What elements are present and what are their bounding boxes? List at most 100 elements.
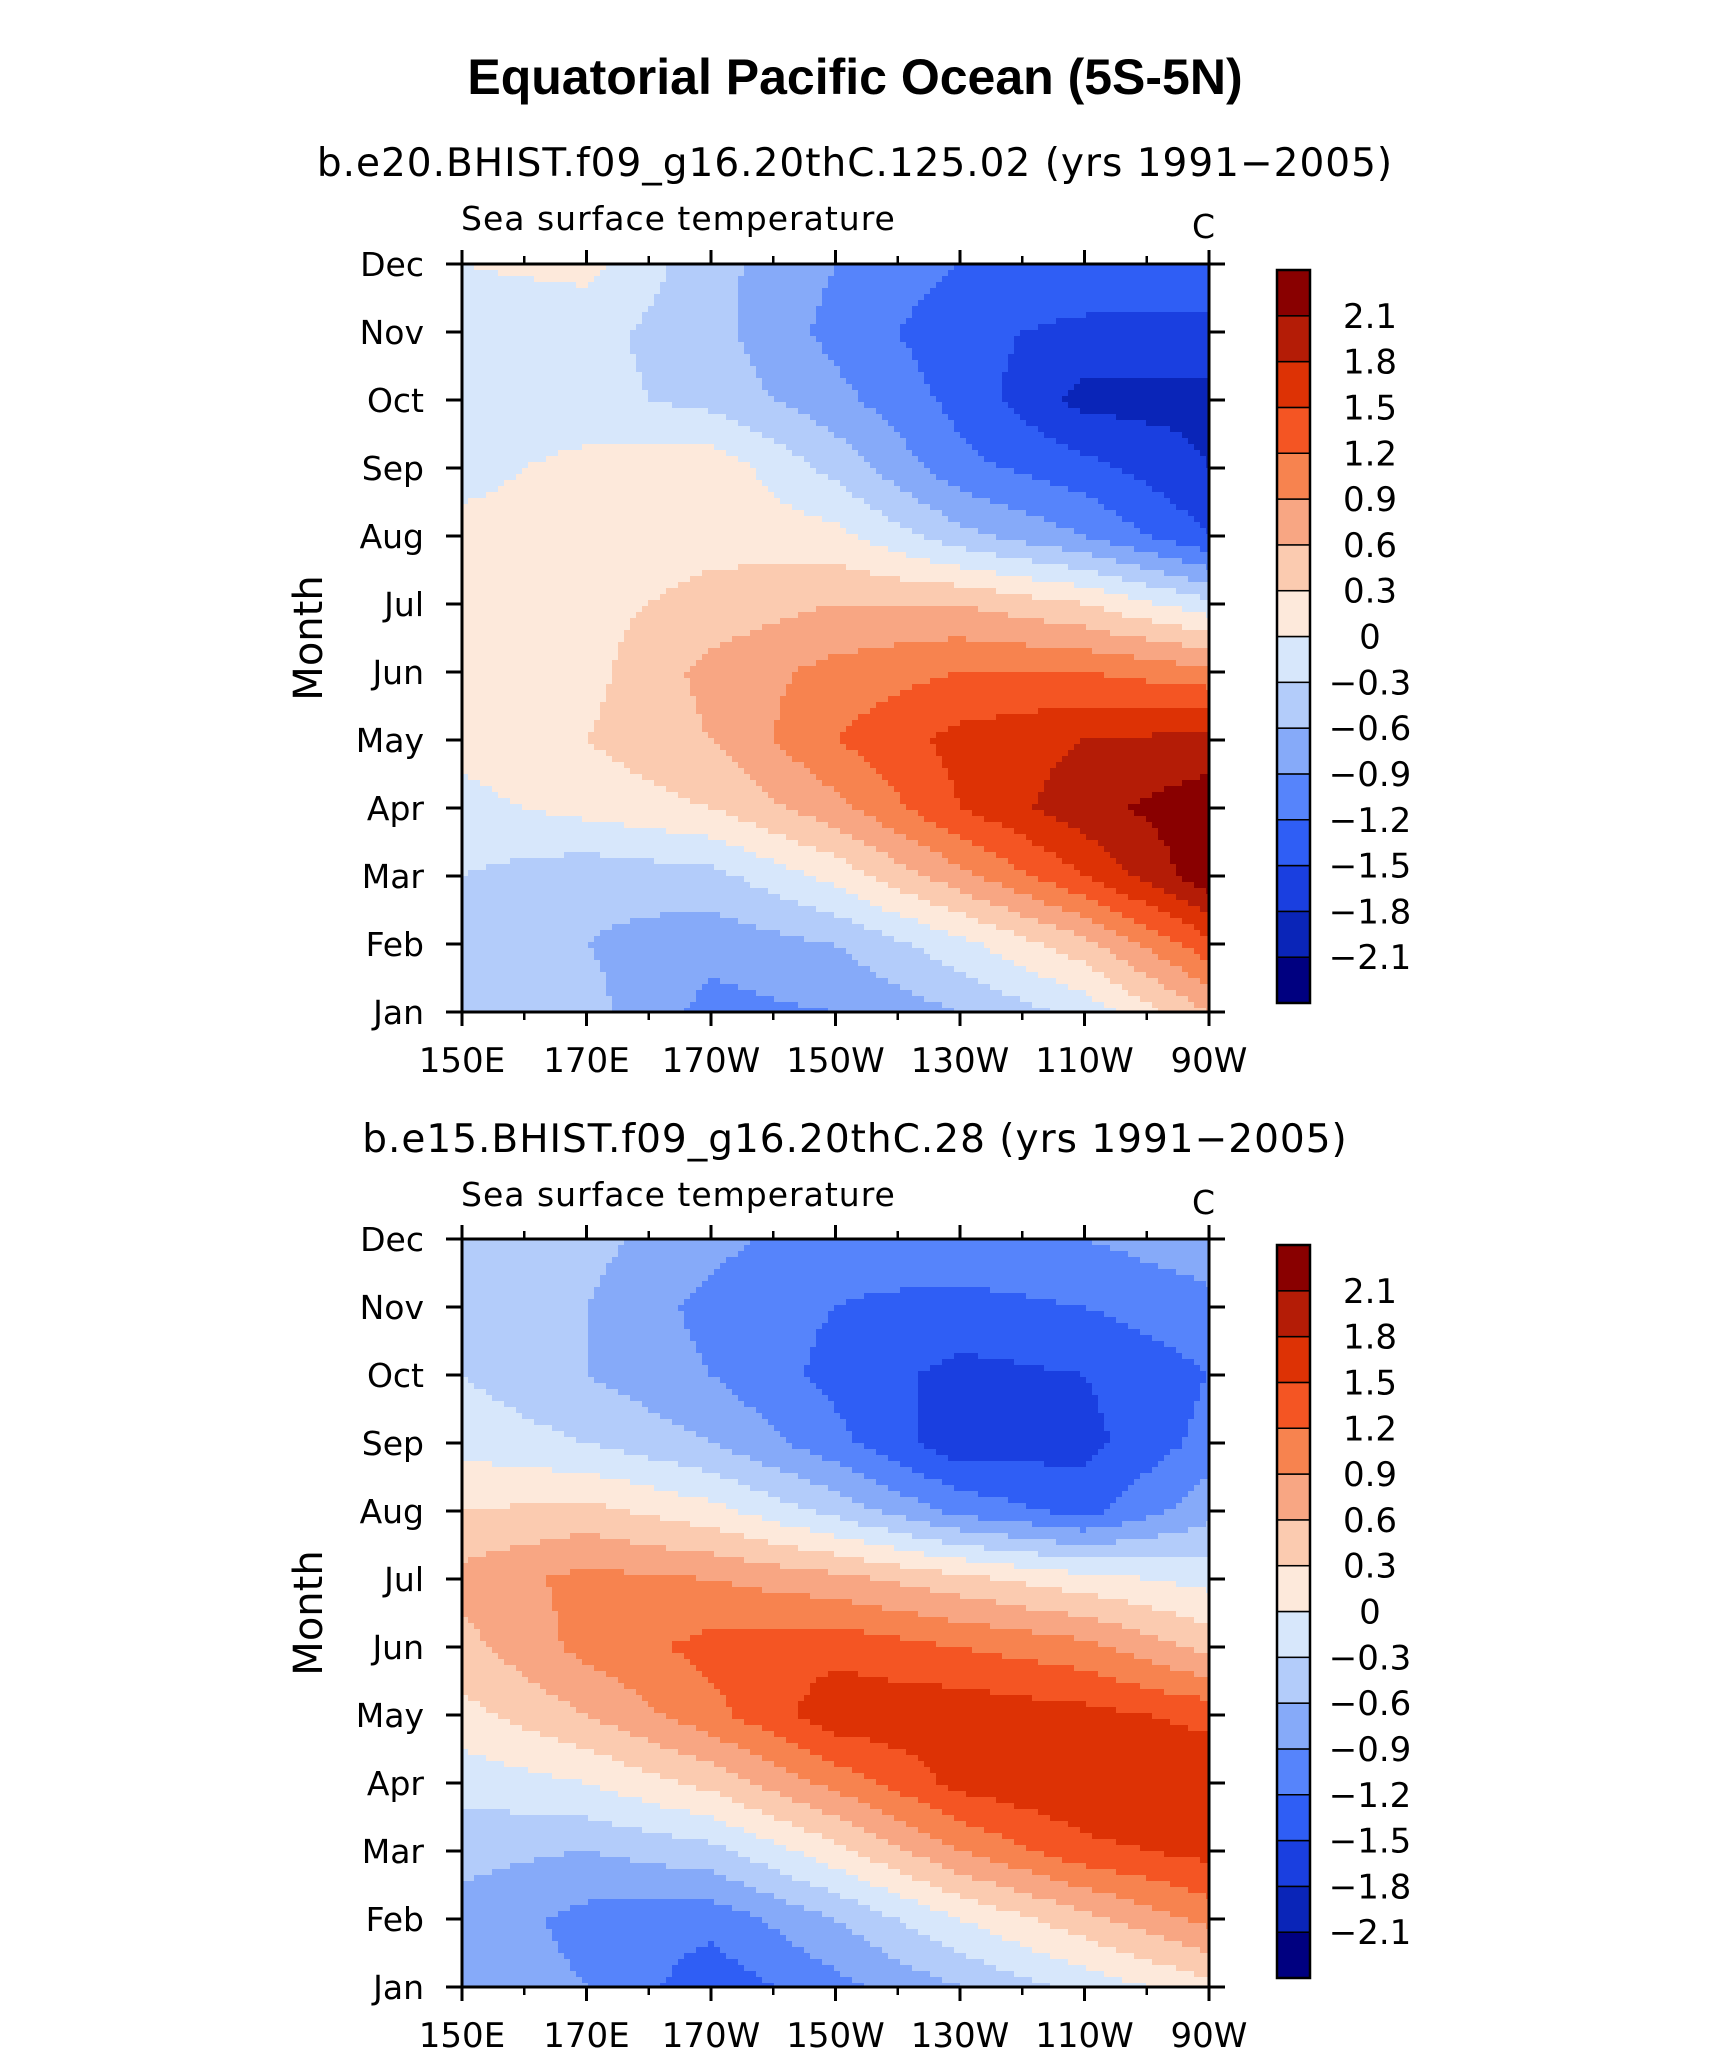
field-cell xyxy=(1086,432,1093,439)
field-cell xyxy=(1176,336,1183,343)
field-cell xyxy=(822,498,829,505)
field-cell xyxy=(726,492,733,499)
field-cell xyxy=(582,360,589,367)
field-cell xyxy=(606,486,613,493)
field-cell xyxy=(528,372,535,379)
field-cell xyxy=(840,408,847,415)
field-cell xyxy=(924,444,931,451)
field-cell xyxy=(684,282,691,289)
field-cell xyxy=(804,498,811,505)
field-cell xyxy=(1134,384,1141,391)
field-cell xyxy=(984,318,991,325)
field-cell xyxy=(1122,444,1129,451)
field-cell xyxy=(1170,306,1177,313)
field-cell xyxy=(726,342,733,349)
field-cell xyxy=(1194,492,1201,499)
field-cell xyxy=(684,336,691,343)
field-cell xyxy=(948,348,955,355)
field-cell xyxy=(732,462,739,469)
field-cell xyxy=(1188,288,1195,295)
field-cell xyxy=(828,474,835,481)
field-cell xyxy=(618,294,625,301)
field-cell xyxy=(498,324,505,331)
field-cell xyxy=(984,270,991,277)
field-cell xyxy=(1020,498,1027,505)
field-cell xyxy=(588,270,595,277)
field-cell xyxy=(996,312,1003,319)
field-cell xyxy=(918,366,925,373)
field-cell xyxy=(540,294,547,301)
field-cell xyxy=(834,408,841,415)
field-cell xyxy=(960,330,967,337)
field-cell xyxy=(822,414,829,421)
field-cell xyxy=(1062,288,1069,295)
field-cell xyxy=(768,276,775,283)
field-cell xyxy=(798,330,805,337)
field-cell xyxy=(480,360,487,367)
field-cell xyxy=(924,480,931,487)
field-cell xyxy=(564,384,571,391)
field-cell xyxy=(1026,318,1033,325)
field-cell xyxy=(780,342,787,349)
field-cell xyxy=(1044,498,1051,505)
field-cell xyxy=(492,372,499,379)
field-cell xyxy=(1050,276,1057,283)
field-cell xyxy=(1128,354,1135,361)
field-cell xyxy=(618,396,625,403)
field-cell xyxy=(870,402,877,409)
field-cell xyxy=(600,324,607,331)
field-cell xyxy=(732,342,739,349)
field-cell xyxy=(588,486,595,493)
field-cell xyxy=(840,324,847,331)
field-cell xyxy=(966,444,973,451)
field-cell xyxy=(924,300,931,307)
field-cell xyxy=(654,432,661,439)
field-cell xyxy=(744,486,751,493)
field-cell xyxy=(1116,408,1123,415)
field-cell xyxy=(972,354,979,361)
field-cell xyxy=(978,444,985,451)
field-cell xyxy=(1068,444,1075,451)
field-cell xyxy=(510,498,517,505)
field-cell xyxy=(1092,354,1099,361)
field-cell xyxy=(780,270,787,277)
field-cell xyxy=(774,390,781,397)
field-cell xyxy=(504,414,511,421)
field-cell xyxy=(954,294,961,301)
field-cell xyxy=(588,378,595,385)
field-cell xyxy=(1092,336,1099,343)
field-cell xyxy=(882,306,889,313)
field-cell xyxy=(954,426,961,433)
field-cell xyxy=(1062,324,1069,331)
field-cell xyxy=(1134,348,1141,355)
field-cell xyxy=(852,372,859,379)
field-cell xyxy=(720,414,727,421)
field-cell xyxy=(1152,324,1159,331)
field-cell xyxy=(966,336,973,343)
field-cell xyxy=(912,456,919,463)
field-cell xyxy=(540,438,547,445)
field-cell xyxy=(552,408,559,415)
field-cell xyxy=(522,480,529,487)
field-cell xyxy=(1050,438,1057,445)
field-cell xyxy=(1116,312,1123,319)
field-cell xyxy=(1182,456,1189,463)
field-cell xyxy=(1014,348,1021,355)
field-cell xyxy=(498,294,505,301)
field-cell xyxy=(894,414,901,421)
field-cell xyxy=(678,498,685,505)
field-cell xyxy=(582,270,589,277)
field-cell xyxy=(942,462,949,469)
field-cell xyxy=(504,486,511,493)
field-cell xyxy=(882,330,889,337)
field-cell xyxy=(822,306,829,313)
field-cell xyxy=(588,456,595,463)
field-cell xyxy=(540,342,547,349)
field-cell xyxy=(918,438,925,445)
field-cell xyxy=(630,444,637,451)
field-cell xyxy=(1140,384,1147,391)
field-cell xyxy=(558,402,565,409)
field-cell xyxy=(570,306,577,313)
field-cell xyxy=(498,450,505,457)
field-cell xyxy=(888,336,895,343)
